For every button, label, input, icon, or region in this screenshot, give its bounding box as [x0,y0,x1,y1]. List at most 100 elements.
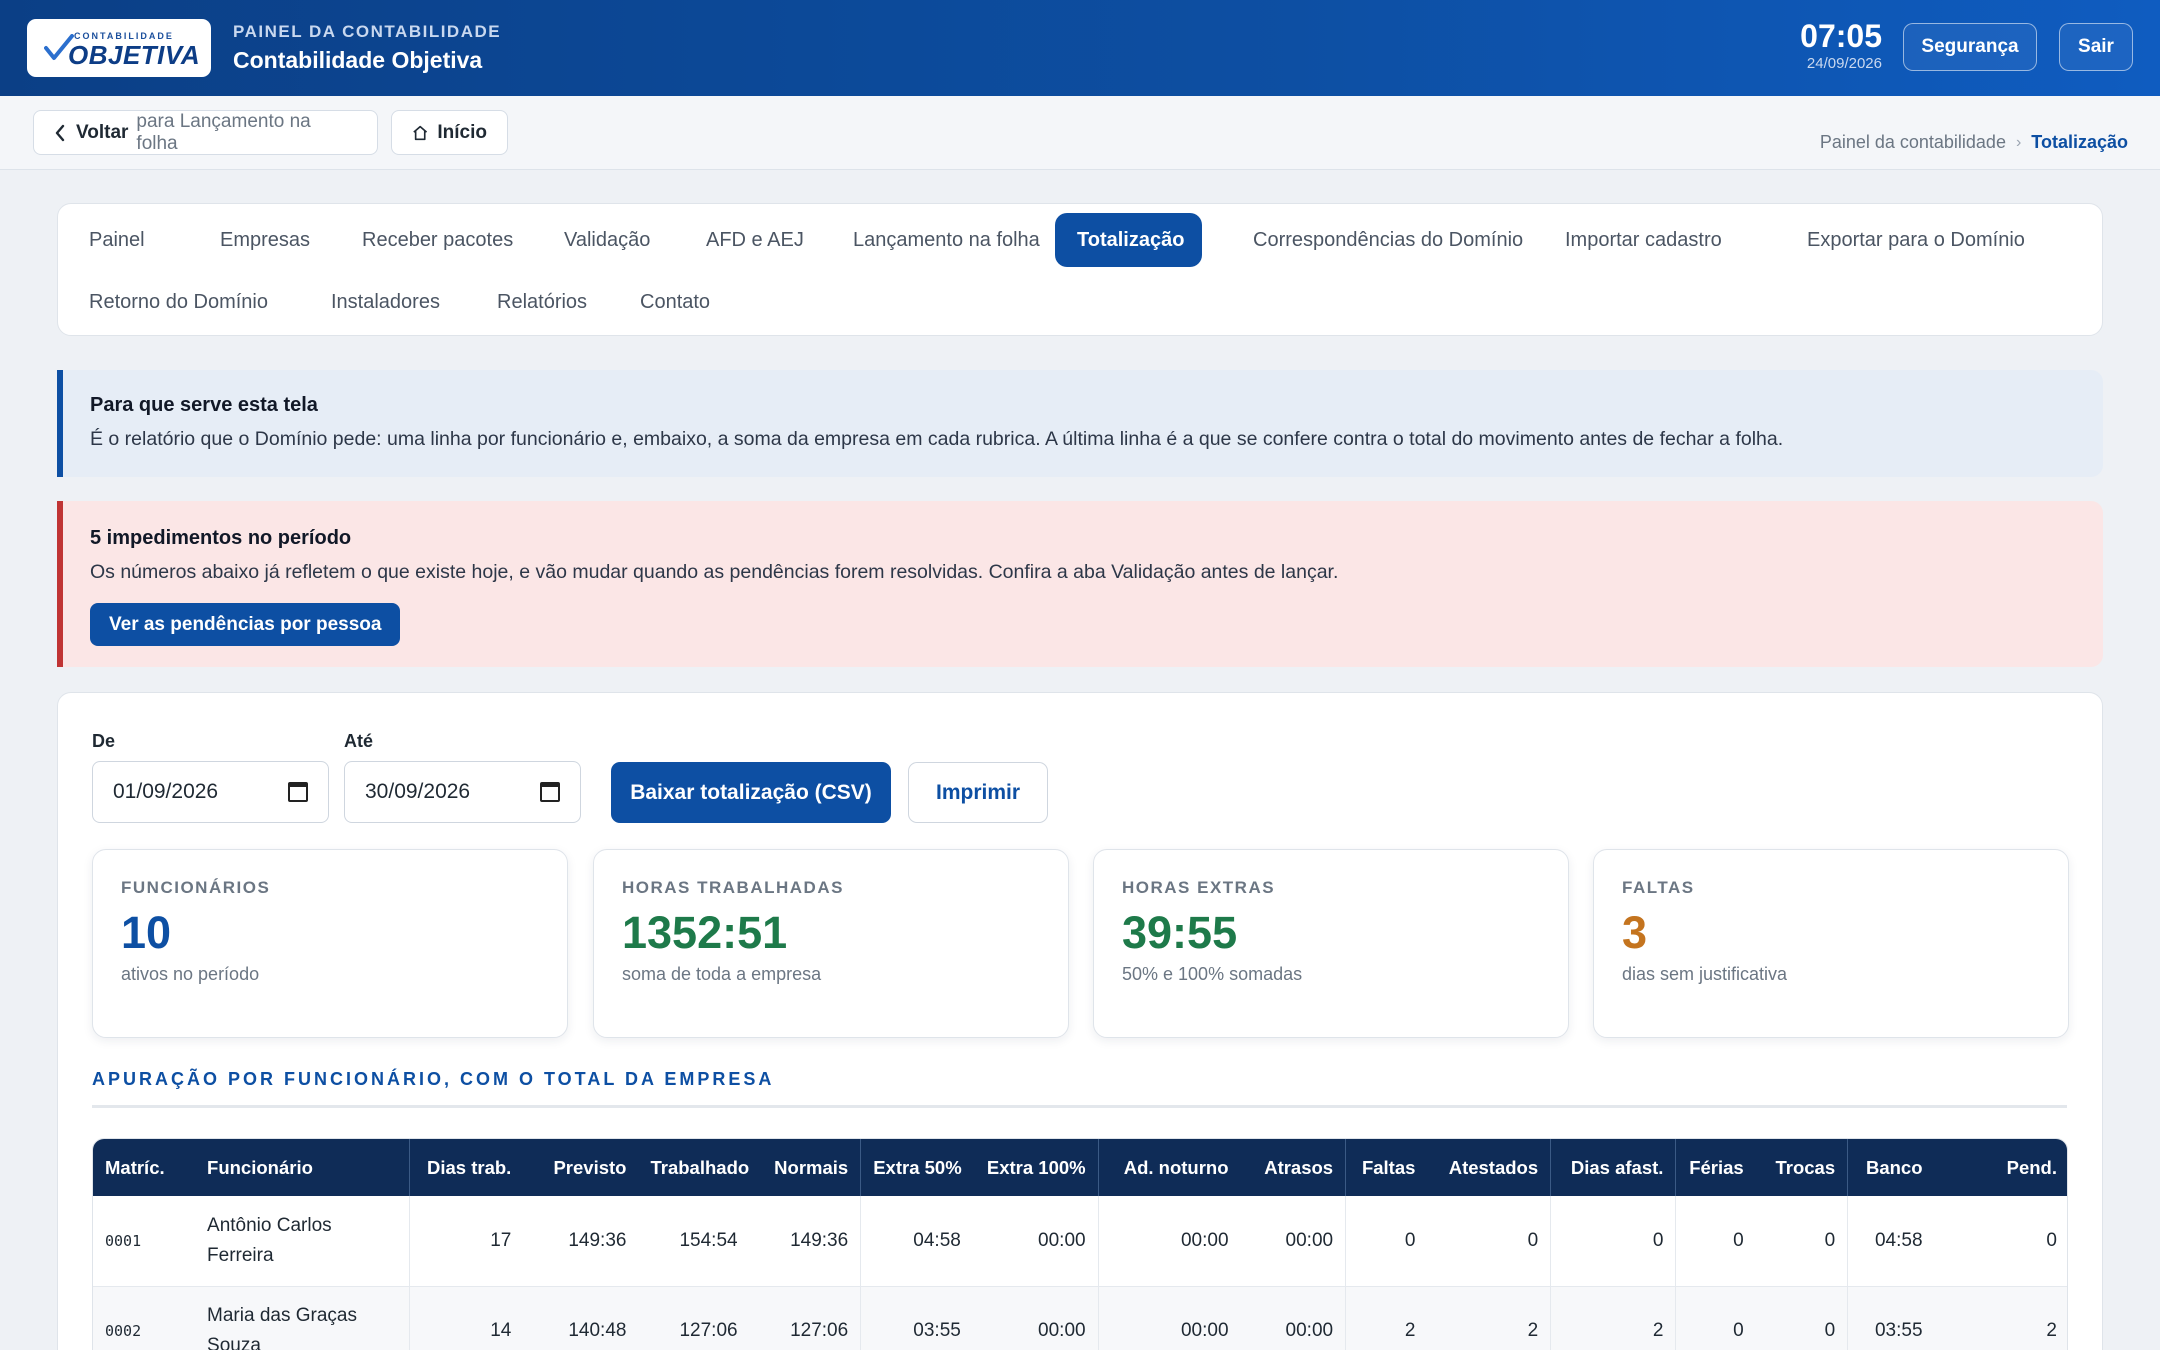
cell-value: 00:00 [972,1196,1099,1287]
from-date-input[interactable]: 01/09/2026 [92,761,329,823]
stat-subtext: ativos no período [121,964,260,984]
cell-registration: 0002 [93,1286,196,1350]
panel-subtitle: PAINEL DA CONTABILIDADE [233,22,502,41]
exit-button[interactable]: Sair [2059,23,2133,71]
stat-card-worked-hours: HORAS TRABALHADAS 1352:51 soma de toda a… [593,849,1069,1038]
tab-validacao[interactable]: Validação [564,228,651,251]
table-header-row: Matríc. Funcionário Dias trab. Previsto … [93,1139,2067,1196]
info-title: Para que serve esta tela [90,394,318,416]
stat-value: 1352:51 [622,907,788,958]
sub-navigation-bar: Voltar para Lançamento na folha Início P… [0,96,2160,170]
to-date-value: 30/09/2026 [365,780,471,803]
tab-retorno-dominio[interactable]: Retorno do Domínio [89,290,268,313]
cell-value: 00:00 [1097,1286,1241,1350]
column-header[interactable]: Matríc. [93,1139,196,1196]
cell-value: 149:36 [749,1196,861,1287]
stat-label: HORAS EXTRAS [1122,878,1276,897]
back-button[interactable]: Voltar para Lançamento na folha [33,110,378,155]
column-header[interactable]: Extra 100% [972,1139,1099,1196]
clock-time: 07:05 [1800,18,1882,54]
breadcrumb-item-current: Totalização [2031,132,2128,152]
view-pending-button[interactable]: Ver as pendências por pessoa [90,603,401,646]
calendar-icon[interactable] [288,782,308,802]
column-header[interactable]: Previsto [523,1139,639,1196]
tab-empresas[interactable]: Empresas [220,228,311,251]
column-header[interactable]: Dias afast. [1550,1139,1676,1196]
cell-value: 0 [1427,1196,1551,1287]
cell-value: 00:00 [972,1286,1099,1350]
cell-value: 00:00 [1097,1196,1241,1287]
column-header[interactable]: Pend. [1934,1139,2067,1196]
cell-employee-name: Antônio Carlos Ferreira [195,1196,410,1287]
tab-importar-cadastro[interactable]: Importar cadastro [1565,228,1722,251]
cell-value: 04:58 [860,1196,973,1287]
clock-date: 24/09/2026 [1806,55,1882,72]
security-button[interactable]: Segurança [1903,23,2037,71]
column-header[interactable]: Atestados [1427,1139,1551,1196]
logo-small-text: CONTABILIDADE [74,31,174,41]
column-header[interactable]: Dias trab. [408,1139,524,1196]
stat-label: FALTAS [1622,878,1695,897]
cell-value: 2 [1550,1286,1676,1350]
column-header[interactable]: Normais [749,1139,861,1196]
info-text: É o relatório que o Domínio pede: uma li… [90,428,1784,450]
cell-value: 0 [1755,1286,1848,1350]
clock: 07:05 24/09/2026 [1800,20,1882,72]
calendar-icon[interactable] [540,782,560,802]
tab-receber-pacotes[interactable]: Receber pacotes [362,228,514,251]
from-date-value: 01/09/2026 [113,780,219,803]
stat-card-employees: FUNCIONÁRIOS 10 ativos no período [92,849,568,1038]
totals-table: Matríc. Funcionário Dias trab. Previsto … [92,1138,2068,1350]
tab-painel[interactable]: Painel [89,228,145,251]
home-label: Início [437,121,487,143]
column-header[interactable]: Faltas [1345,1139,1428,1196]
tab-contato[interactable]: Contato [640,290,711,313]
stat-subtext: 50% e 100% somadas [1122,964,1303,984]
section-title: APURAÇÃO POR FUNCIONÁRIO, COM O TOTAL DA… [92,1069,775,1089]
stat-value: 3 [1622,907,1648,958]
column-header[interactable]: Extra 50% [860,1139,973,1196]
column-header[interactable]: Férias [1675,1139,1756,1196]
stat-card-absences: FALTAS 3 dias sem justificativa [1593,849,2069,1038]
cell-value: 17 [408,1196,524,1287]
cell-value: 0 [1675,1196,1756,1287]
column-header[interactable]: Banco [1847,1139,1935,1196]
company-title: Contabilidade Objetiva [233,47,483,73]
info-panel: Para que serve esta tela É o relatório q… [57,370,2103,477]
tab-relatorios[interactable]: Relatórios [497,290,588,313]
cell-value: 0 [1675,1286,1756,1350]
download-csv-button[interactable]: Baixar totalização (CSV) [611,762,891,823]
cell-value: 140:48 [523,1286,639,1350]
stat-card-overtime: HORAS EXTRAS 39:55 50% e 100% somadas [1093,849,1569,1038]
cell-value: 2 [1427,1286,1551,1350]
back-label: Voltar [75,121,129,143]
to-date-input[interactable]: 30/09/2026 [344,761,581,823]
print-button[interactable]: Imprimir [908,762,1048,823]
tab-afd-aej[interactable]: AFD e AEJ [706,228,804,251]
column-header[interactable]: Atrasos [1240,1139,1346,1196]
alert-title: 5 impedimentos no período [90,527,352,549]
home-button[interactable]: Início [391,110,508,155]
back-target: para Lançamento na folha [136,110,311,154]
column-header[interactable]: Funcionário [195,1139,410,1196]
column-header[interactable]: Trabalhado [638,1139,750,1196]
cell-value: 2 [1345,1286,1428,1350]
tab-totalizacao[interactable]: Totalização [1055,213,1202,267]
alert-panel: 5 impedimentos no período Os números aba… [57,501,2103,667]
tab-instaladores[interactable]: Instaladores [331,290,440,313]
column-header[interactable]: Trocas [1755,1139,1848,1196]
stat-value: 10 [121,907,172,958]
tab-exportar-dominio[interactable]: Exportar para o Domínio [1807,228,2025,251]
table-row[interactable]: 0001 Antônio Carlos Ferreira 17 149:36 1… [93,1196,2067,1287]
check-logo-icon [44,34,74,60]
company-logo[interactable]: CONTABILIDADE OBJETIVA [27,19,211,77]
stat-label: HORAS TRABALHADAS [622,878,844,897]
stat-subtext: dias sem justificativa [1622,964,1788,984]
logo-big-text: OBJETIVA [68,40,201,70]
column-header[interactable]: Ad. noturno [1097,1139,1241,1196]
table-row[interactable]: 0002 Maria das Graças Souza 14 140:48 12… [93,1286,2067,1350]
tab-correspondencias-dominio[interactable]: Correspondências do Domínio [1253,228,1524,251]
breadcrumb-item-panel[interactable]: Painel da contabilidade [1819,132,2006,152]
tab-lancamento-folha[interactable]: Lançamento na folha [853,228,1040,251]
tabs-card: Painel Empresas Receber pacotes Validaçã… [57,203,2103,336]
